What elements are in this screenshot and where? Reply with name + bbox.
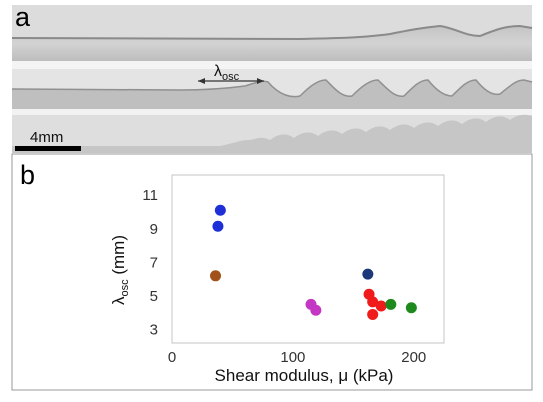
y-tick-label: 7 [150,254,158,271]
x-tick-label: 0 [168,349,176,366]
data-point-red [375,300,387,312]
plot-frame [171,174,445,344]
data-point-blue [212,220,224,232]
y-tick-label: 3 [150,322,158,339]
data-point-green [385,298,397,310]
data-point-navy [362,268,374,280]
x-tick-label: 100 [280,349,305,366]
y-tick-labels: 3 5 7 9 11 [142,187,158,338]
x-tick-label: 200 [401,349,426,366]
data-point-red [367,308,379,320]
data-points [210,204,417,320]
strip-2-image [11,69,533,109]
wavelength-annotation: λosc [198,63,264,84]
scale-bar: 4mm [15,129,81,151]
x-axis-label: Shear modulus, μ (kPa) [215,366,394,385]
strip-1-image [11,5,533,61]
panel-a: λosc 4mm a [11,2,533,153]
data-point-green [405,302,417,314]
data-point-red [367,296,379,308]
strip-3-image [12,114,532,153]
y-tick-label: 9 [150,221,158,238]
data-point-brown [210,270,222,282]
wavelength-label: λosc [214,63,240,83]
x-tick-labels: 0 100 200 [168,349,426,366]
y-axis-label: λosc (mm) [109,235,131,305]
scalebar-label: 4mm [30,129,63,146]
y-tick-label: 5 [150,288,158,305]
panel-b-label: b [20,160,35,190]
panel-a-label: a [15,2,31,32]
data-point-magenta [310,304,322,316]
data-point-blue [214,204,226,216]
y-tick-label: 11 [142,187,158,204]
